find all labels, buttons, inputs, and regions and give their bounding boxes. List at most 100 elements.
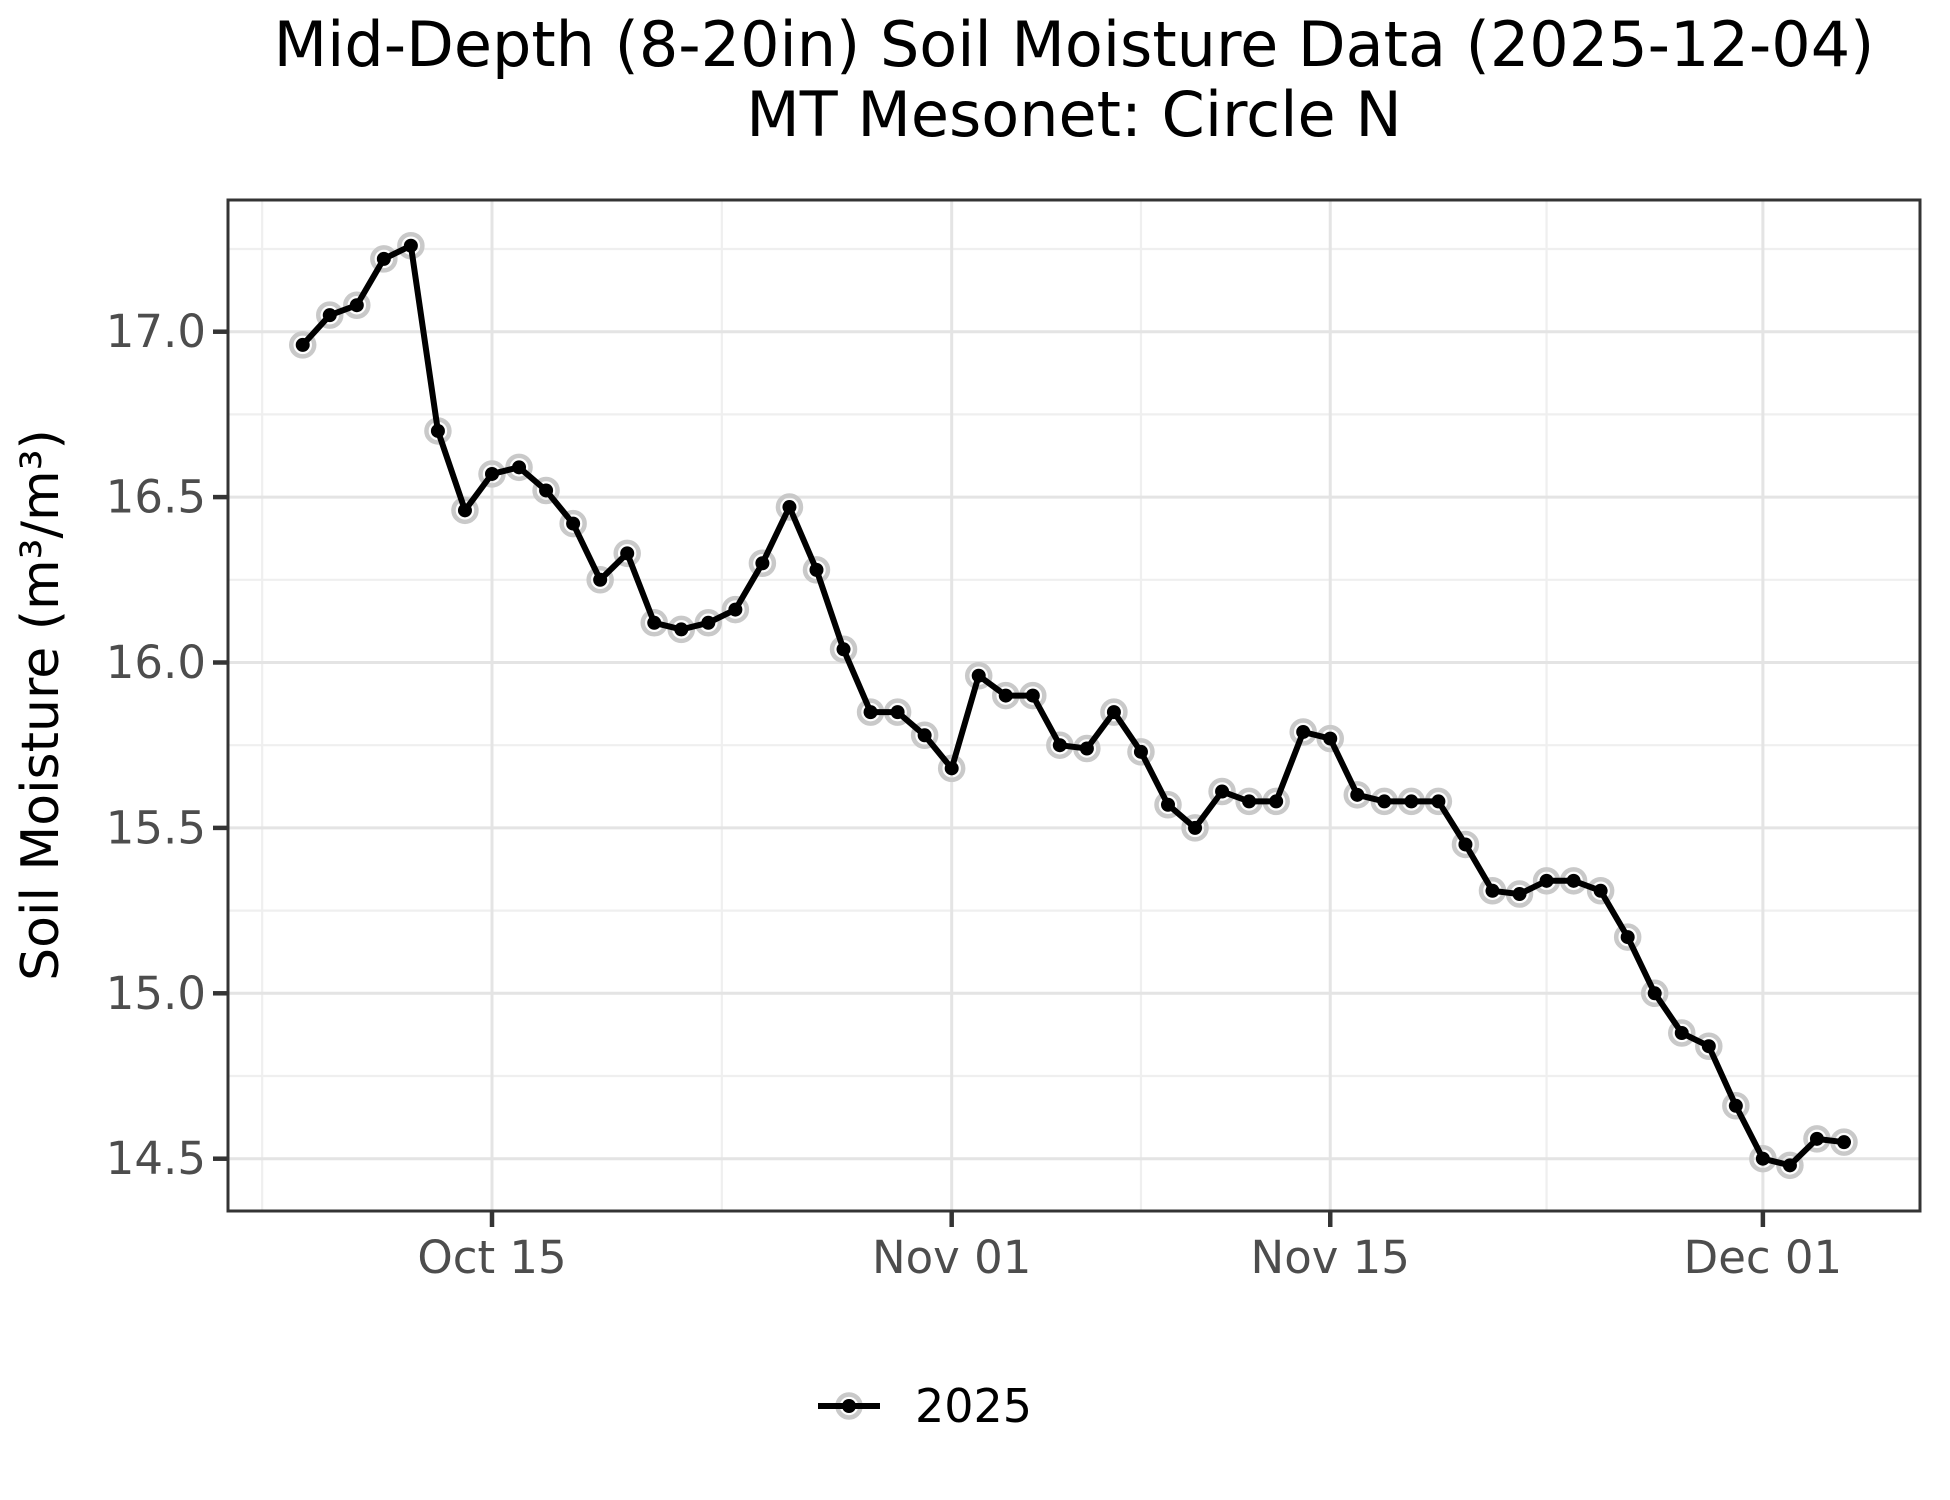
- data-point: [295, 337, 310, 352]
- y-tick-label: 15.0: [106, 967, 206, 1020]
- data-point: [1485, 883, 1500, 898]
- data-point-halo: [802, 556, 831, 584]
- x-tick-label: Oct 15: [417, 1231, 566, 1284]
- data-point: [1539, 873, 1554, 888]
- data-point: [1404, 794, 1419, 809]
- data-point-halo: [370, 245, 398, 273]
- y-axis-title: Soil Moisture (m³/m³): [11, 429, 71, 981]
- data-point: [647, 615, 662, 630]
- chart-subtitle: MT Mesonet: Circle N: [746, 78, 1401, 151]
- data-point: [1674, 1025, 1689, 1040]
- series-line-2025: [300, 242, 1845, 1169]
- data-point: [403, 238, 418, 253]
- data-point: [1106, 705, 1121, 720]
- data-point-halo: [1100, 698, 1128, 726]
- data-point-halo: [1613, 923, 1642, 951]
- y-tick-label: 16.0: [106, 636, 206, 689]
- data-point-halo: [1181, 814, 1209, 842]
- data-point-halo: [937, 754, 966, 783]
- data-point: [1269, 794, 1284, 809]
- data-point: [1458, 837, 1473, 852]
- data-point: [1837, 1135, 1851, 1150]
- data-point-halo: [829, 635, 858, 664]
- data-point: [674, 622, 689, 637]
- data-point-halo: [1722, 1092, 1750, 1120]
- data-point: [1242, 794, 1257, 809]
- data-point: [512, 460, 527, 475]
- data-point: [944, 761, 959, 776]
- panel-border: [226, 198, 1922, 1213]
- data-point: [971, 668, 986, 683]
- data-point: [566, 516, 581, 531]
- plot-area: 14.5 15.0 15.5 16.0 16.5 17.0 Oct 15 Nov 01 Nov …: [106, 200, 1920, 1284]
- data-point: [1350, 787, 1365, 802]
- data-point: [620, 546, 635, 561]
- data-point-halo: [316, 301, 344, 329]
- data-point-halo: [1208, 777, 1236, 806]
- x-tick-label: Nov 01: [872, 1231, 1031, 1284]
- data-point-halo: [910, 721, 939, 750]
- data-point: [1809, 1131, 1824, 1146]
- data-point-halo: [532, 476, 560, 505]
- chart-title: Mid-Depth (8-20in) Soil Moisture Data (2…: [274, 8, 1875, 81]
- data-point: [1728, 1098, 1743, 1113]
- data-point: [1161, 797, 1175, 812]
- data-point: [1079, 741, 1094, 756]
- data-point-halo: [964, 661, 993, 690]
- data-point-halo: [775, 493, 804, 521]
- data-point: [1133, 744, 1148, 759]
- legend-key-point: [842, 1399, 856, 1413]
- data-point: [1296, 724, 1311, 739]
- data-point: [1052, 738, 1067, 753]
- data-point: [1377, 794, 1392, 809]
- data-point-halo: [288, 331, 317, 359]
- data-point: [322, 308, 337, 323]
- data-point-halo: [748, 549, 777, 578]
- x-tick-label: Dec 01: [1684, 1231, 1843, 1284]
- data-point-halo: [1154, 790, 1182, 819]
- data-point: [1323, 731, 1338, 746]
- data-point: [1593, 883, 1608, 898]
- data-point: [755, 556, 770, 571]
- data-point: [836, 642, 851, 657]
- data-point: [1566, 873, 1581, 888]
- data-point: [701, 615, 716, 630]
- y-tick-label: 17.0: [106, 305, 206, 358]
- data-point-halo: [343, 291, 371, 319]
- data-point: [376, 251, 391, 266]
- data-point: [1025, 688, 1040, 703]
- data-point: [485, 466, 499, 481]
- data-point: [917, 728, 932, 743]
- data-point-halo: [721, 595, 750, 624]
- y-tick-label: 16.5: [106, 471, 206, 524]
- data-point-halo: [1640, 979, 1669, 1008]
- data-point-halo: [1668, 1019, 1696, 1047]
- data-point: [1782, 1158, 1797, 1173]
- data-point-halo: [451, 496, 479, 525]
- data-point-halo: [1586, 877, 1615, 905]
- data-point-halo: [1127, 738, 1155, 766]
- data-point: [1755, 1151, 1770, 1166]
- data-point: [809, 562, 824, 577]
- data-point: [1512, 887, 1527, 902]
- data-point-halo: [559, 509, 587, 538]
- data-point: [863, 705, 878, 720]
- data-point-halo: [1451, 830, 1480, 859]
- data-point: [1188, 820, 1203, 835]
- data-point: [1701, 1039, 1716, 1054]
- data-point: [728, 602, 743, 617]
- data-point-halo: [586, 566, 614, 594]
- data-point: [890, 705, 905, 720]
- data-point: [1431, 794, 1446, 809]
- data-point: [457, 503, 472, 518]
- legend-label: 2025: [915, 1379, 1032, 1433]
- data-point-halo: [613, 539, 641, 568]
- data-point-halo: [1695, 1032, 1723, 1060]
- data-point: [593, 572, 608, 587]
- y-tick-label: 15.5: [106, 801, 206, 854]
- x-tick-label: Nov 15: [1251, 1231, 1410, 1284]
- data-point: [1647, 986, 1662, 1001]
- data-point: [998, 688, 1013, 703]
